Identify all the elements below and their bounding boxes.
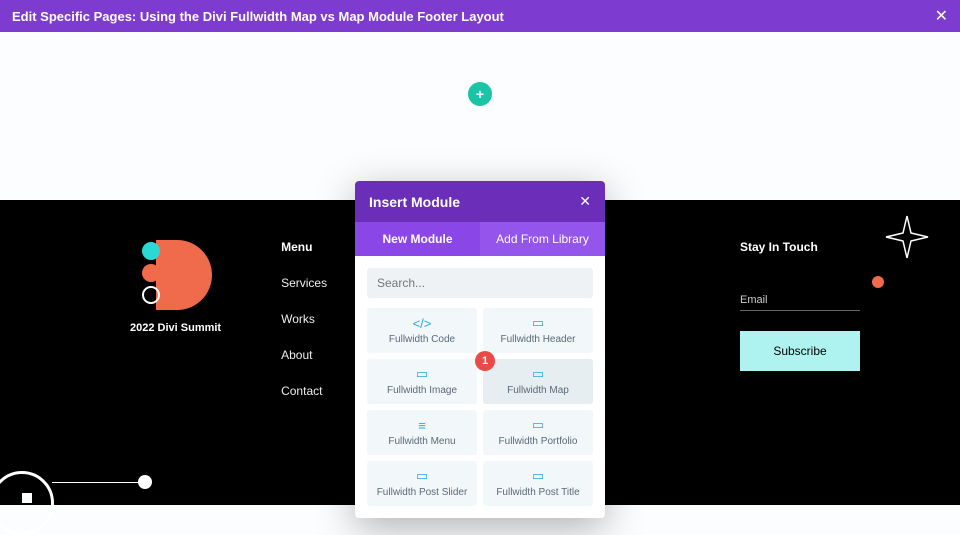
decor-dot [138, 475, 152, 489]
module-icon: ▭ [532, 367, 544, 381]
module-label: Fullwidth Portfolio [499, 436, 578, 447]
close-icon[interactable]: ✕ [935, 6, 948, 26]
decor-circle [0, 471, 54, 535]
page-title: Edit Specific Pages: Using the Divi Full… [12, 9, 504, 24]
step-badge: 1 [475, 351, 495, 371]
modal-body: </> Fullwidth Code ▭ Fullwidth Header ▭ Fullw… [355, 256, 605, 518]
module-option[interactable]: ≡ Fullwidth Menu [367, 410, 477, 455]
logo [136, 240, 216, 312]
module-option[interactable]: ▭ Fullwidth Header [483, 308, 593, 353]
module-option[interactable]: ▭ Fullwidth Post Slider [367, 461, 477, 506]
tab-add-from-library[interactable]: Add From Library [480, 222, 605, 256]
insert-module-modal: Insert Module ✕ New Module Add From Libr… [355, 181, 605, 518]
search-input[interactable] [367, 268, 593, 298]
modal-title: Insert Module [369, 194, 460, 210]
modal-header: Insert Module ✕ [355, 181, 605, 222]
star-icon [884, 214, 930, 260]
module-icon: ▭ [532, 418, 544, 432]
module-label: Fullwidth Map [507, 385, 569, 396]
modal-tabs: New Module Add From Library [355, 222, 605, 256]
decor-line [52, 482, 144, 483]
module-option[interactable]: </> Fullwidth Code [367, 308, 477, 353]
module-icon: ▭ [416, 469, 428, 483]
tagline: 2022 Divi Summit [130, 322, 221, 334]
module-label: Fullwidth Post Title [496, 487, 579, 498]
module-option[interactable]: ▭ Fullwidth Image [367, 359, 477, 404]
module-option[interactable]: ▭ Fullwidth Portfolio [483, 410, 593, 455]
touch-title: Stay In Touch [740, 240, 860, 254]
menu-item[interactable]: Services [281, 276, 327, 290]
module-label: Fullwidth Image [387, 385, 457, 396]
module-icon: </> [413, 316, 432, 330]
menu-item[interactable]: About [281, 348, 327, 362]
module-icon: ▭ [532, 316, 544, 330]
accent-dot [872, 276, 884, 288]
menu-item[interactable]: Works [281, 312, 327, 326]
email-label: Email [740, 294, 860, 306]
add-section-button[interactable]: + [468, 82, 492, 106]
module-icon: ▭ [416, 367, 428, 381]
menu-column: Menu Services Works About Contact [281, 240, 327, 398]
menu-item[interactable]: Contact [281, 384, 327, 398]
module-label: Fullwidth Header [500, 334, 575, 345]
tab-new-module[interactable]: New Module [355, 222, 480, 256]
module-label: Fullwidth Post Slider [377, 487, 468, 498]
module-label: Fullwidth Menu [388, 436, 455, 447]
module-option[interactable]: ▭ Fullwidth Post Title [483, 461, 593, 506]
logo-column: 2022 Divi Summit [130, 240, 221, 398]
menu-title: Menu [281, 240, 327, 254]
canvas: + + [0, 32, 960, 202]
module-option[interactable]: 1▭Fullwidth Map [483, 359, 593, 404]
decor-square [22, 493, 32, 503]
modal-close-icon[interactable]: ✕ [579, 193, 591, 210]
top-bar: Edit Specific Pages: Using the Divi Full… [0, 0, 960, 32]
subscribe-button[interactable]: Subscribe [740, 331, 860, 371]
contact-column: Stay In Touch Email Subscribe [740, 240, 860, 398]
module-icon: ▭ [532, 469, 544, 483]
module-icon: ≡ [418, 418, 426, 432]
email-field[interactable] [740, 310, 860, 311]
module-label: Fullwidth Code [389, 334, 455, 345]
